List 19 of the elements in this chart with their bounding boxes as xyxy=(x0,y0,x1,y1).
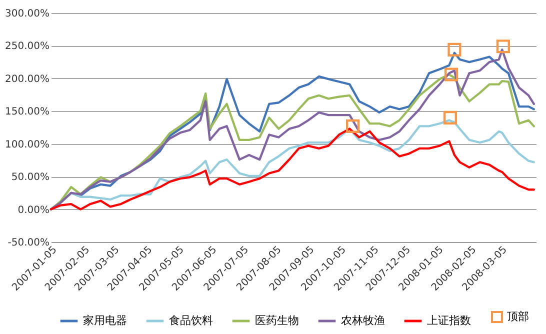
y-tick-label: -50.00% xyxy=(8,238,50,248)
point xyxy=(346,119,360,133)
y-tick-label: 100.00% xyxy=(5,139,50,150)
point xyxy=(496,40,510,54)
legend-label: 上证指数 xyxy=(427,314,471,327)
legend-label: 食品饮料 xyxy=(169,314,213,327)
y-tick-label: 50.00% xyxy=(11,172,50,184)
y-tick-label: 200.00% xyxy=(5,74,50,85)
point xyxy=(444,68,458,82)
y-tick-label: 0.00% xyxy=(18,204,50,216)
y-tick-label: 300.00% xyxy=(5,8,50,20)
legend-label: 顶部 xyxy=(507,310,529,323)
point xyxy=(443,110,458,124)
legend-label: 医药生物 xyxy=(255,314,299,327)
y-tick-label: 250.00% xyxy=(5,41,50,52)
legend-label: 家用电器 xyxy=(83,314,127,327)
point xyxy=(448,42,462,56)
y-tick-label: 150.00% xyxy=(5,106,50,118)
legend-label: 农林牧渔 xyxy=(341,314,385,327)
